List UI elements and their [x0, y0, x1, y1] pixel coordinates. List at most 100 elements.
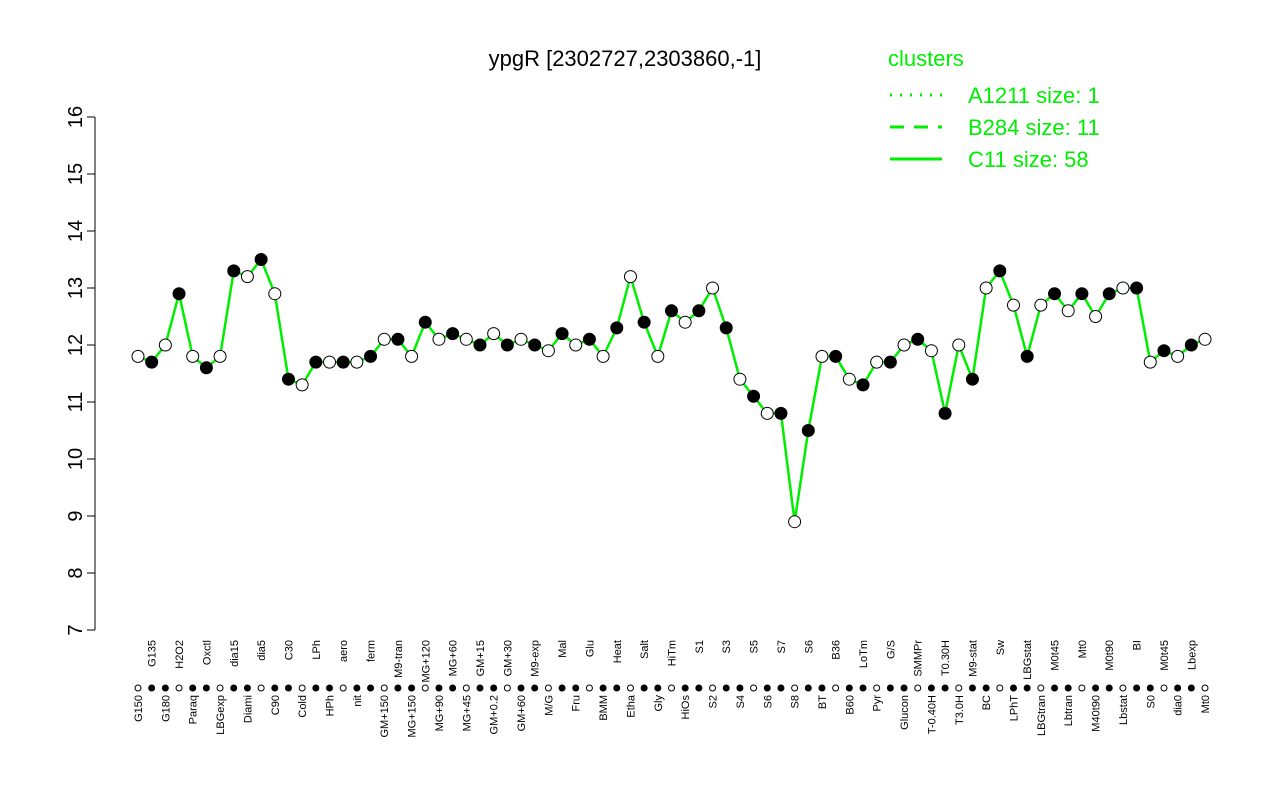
data-point — [665, 304, 678, 318]
category-dot — [339, 684, 347, 692]
category-dot — [189, 684, 197, 692]
x-tick-label: GM+150 — [379, 695, 391, 738]
category-dot — [476, 684, 484, 692]
data-point — [323, 355, 337, 369]
category-dot — [804, 684, 812, 692]
data-point — [842, 372, 856, 386]
x-tick-label: GM+15 — [475, 640, 487, 676]
data-point — [747, 389, 761, 403]
x-tick-label: dia5 — [256, 640, 268, 661]
category-dot — [503, 684, 511, 692]
data-point — [569, 338, 583, 352]
category-dot — [859, 684, 867, 692]
data-point — [993, 264, 1007, 278]
x-tick-label: dia0 — [1173, 695, 1185, 716]
data-point — [1116, 281, 1130, 295]
legend-title: clusters — [888, 46, 964, 71]
data-point — [1130, 281, 1144, 295]
category-dot — [312, 684, 320, 692]
x-tick-label: LPh — [311, 640, 323, 660]
category-dot — [914, 684, 922, 692]
legend-label: A1211 size: 1 — [968, 83, 1100, 108]
legend-label: C11 size: 58 — [968, 147, 1089, 172]
category-dot — [462, 684, 470, 692]
category-dot — [326, 684, 334, 692]
category-dot — [435, 684, 443, 692]
category-dot — [654, 684, 662, 692]
x-tick-label: Diami — [242, 695, 254, 723]
x-tick-label: M0t45 — [1050, 640, 1062, 671]
x-tick-label: S5 — [749, 640, 761, 653]
data-point — [377, 332, 391, 346]
category-dot — [1133, 684, 1141, 692]
data-point — [418, 315, 432, 329]
category-dot — [490, 684, 498, 692]
category-dot — [148, 684, 156, 692]
data-point — [979, 281, 993, 295]
data-point — [774, 406, 788, 420]
x-tick-label: M0t45 — [1159, 640, 1171, 671]
data-point — [391, 332, 405, 346]
category-dot — [613, 684, 621, 692]
data-point — [760, 406, 774, 420]
x-tick-label: MG+150 — [407, 695, 419, 738]
data-point — [268, 287, 282, 301]
data-point — [1089, 310, 1103, 323]
x-tick-label: S4 — [735, 695, 747, 708]
category-dot — [996, 684, 1004, 692]
data-point — [528, 338, 542, 352]
data-point — [1184, 338, 1198, 352]
data-point — [582, 332, 596, 346]
x-tick-label: Cold — [297, 695, 309, 718]
category-dot — [1201, 684, 1209, 692]
data-point — [801, 424, 815, 437]
data-point — [541, 344, 555, 358]
x-tick-label: M9-stat — [967, 640, 979, 677]
data-point — [623, 270, 637, 284]
category-dot — [408, 684, 416, 692]
data-point — [651, 349, 665, 363]
x-tick-label: G180 — [160, 695, 172, 722]
category-dot — [1092, 684, 1100, 692]
category-dot — [284, 684, 292, 692]
x-tick-label: M40t90 — [1091, 695, 1103, 732]
x-tick-label: MG+60 — [448, 640, 460, 676]
x-tick-label: MG+90 — [434, 695, 446, 731]
x-tick-label: S2 — [708, 695, 720, 708]
x-tick-label: M/G — [543, 695, 555, 716]
category-dot — [257, 684, 265, 692]
x-tick-label: Mt0 — [1200, 695, 1212, 713]
data-point — [500, 338, 514, 352]
category-dot — [668, 684, 675, 692]
data-point — [883, 355, 897, 369]
category-dot — [585, 684, 593, 692]
category-dot — [1078, 684, 1086, 692]
x-tick-label: Lbtran — [1063, 695, 1075, 726]
x-tick-label: M9-tran — [393, 640, 405, 678]
x-tick-label: B36 — [831, 640, 843, 660]
data-point — [856, 378, 870, 392]
data-point — [897, 338, 911, 352]
data-point — [1048, 287, 1062, 301]
x-tick-label: G/S — [885, 640, 897, 659]
category-dot — [1174, 684, 1182, 692]
x-tick-label: Glucon — [899, 695, 911, 730]
data-point — [199, 361, 213, 375]
data-point — [952, 338, 966, 352]
data-point — [1006, 298, 1020, 312]
category-dot — [230, 684, 238, 692]
x-tick-label: Lbexp — [1186, 640, 1198, 670]
y-tick-label: 16 — [65, 106, 87, 128]
x-tick-label: LBGexp — [215, 695, 227, 735]
category-dot — [736, 684, 744, 692]
data-point — [459, 332, 473, 346]
data-point — [1157, 344, 1171, 358]
category-dot — [134, 684, 142, 692]
data-point — [1198, 332, 1212, 346]
data-point — [829, 349, 843, 363]
x-tick-label: HPh — [325, 695, 337, 716]
x-tick-label: S7 — [776, 640, 788, 653]
data-point — [1061, 304, 1075, 318]
x-tick-label: HiTm — [667, 640, 679, 666]
